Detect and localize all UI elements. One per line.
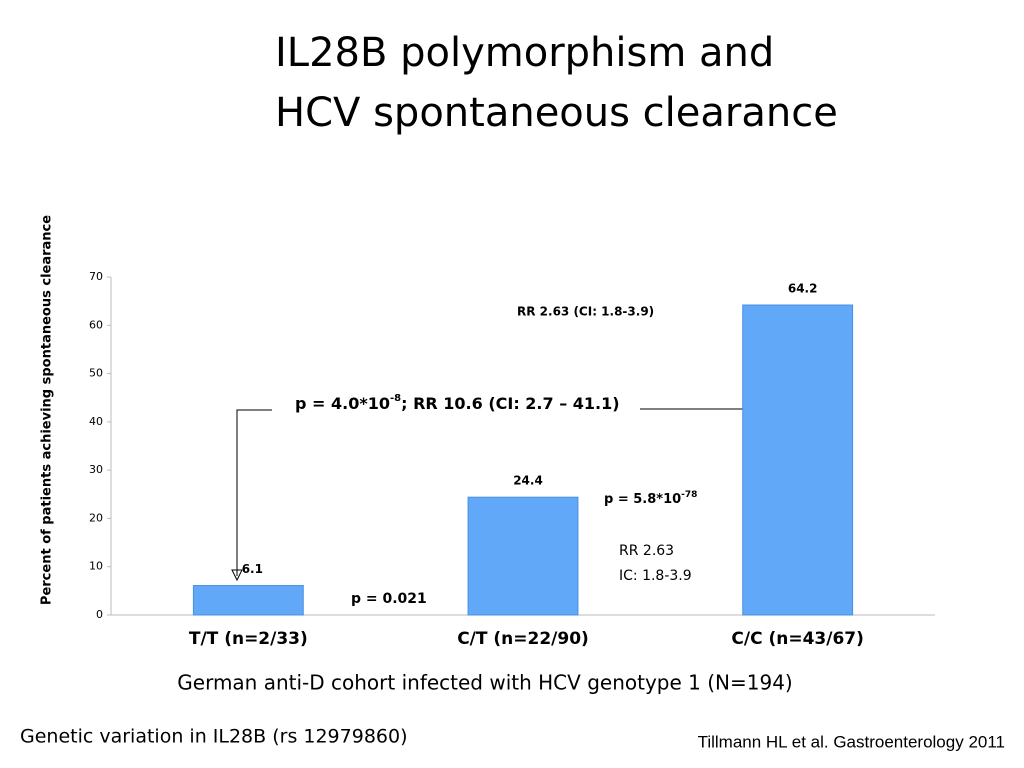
- chart-title: IL28B polymorphism and: [275, 30, 774, 76]
- annotation: p = 4.0*10-8; RR 10.6 (CI: 2.7 – 41.1): [295, 393, 620, 413]
- annotation-text: ; RR 10.6 (CI: 2.7 – 41.1): [401, 394, 619, 413]
- annotation-exponent: -78: [681, 490, 697, 500]
- annotation: p = 5.8*10-78: [604, 490, 697, 507]
- y-tick-label: 20: [89, 511, 103, 524]
- data-label: 24.4: [513, 474, 543, 488]
- y-tick-label: 50: [89, 367, 103, 380]
- y-tick-label: 10: [89, 560, 103, 573]
- subtitle: German anti-D cohort infected with HCV g…: [177, 671, 792, 695]
- annotation-exponent: -8: [390, 393, 401, 404]
- bar: [467, 496, 579, 616]
- annotation-text: p = 4.0*10: [295, 394, 390, 413]
- footer: Tillmann HL et al. Gastroenterology 2011: [698, 732, 1005, 751]
- connector: [236, 409, 272, 576]
- y-tick-label: 30: [89, 463, 103, 476]
- annotation: RR 2.63: [619, 543, 674, 559]
- footer: Genetic variation in IL28B (rs 12979860): [20, 726, 408, 748]
- bar: [742, 304, 854, 616]
- annotation-text: p = 5.8*10: [604, 492, 681, 507]
- x-tick-label: T/T (n=2/33): [189, 629, 308, 649]
- bar: [192, 585, 304, 616]
- annotation: p = 0.021: [351, 591, 427, 607]
- annotation: RR 2.63 (CI: 1.8-3.9): [517, 305, 654, 319]
- chart-title: HCV spontaneous clearance: [275, 90, 838, 136]
- data-label: 6.1: [242, 562, 263, 576]
- annotation: IC: 1.8-3.9: [619, 568, 692, 584]
- y-tick-label: 0: [96, 608, 103, 621]
- x-tick-label: C/T (n=22/90): [457, 629, 589, 649]
- y-axis-label: Percent of patients achieving spontaneou…: [40, 215, 55, 605]
- y-tick-label: 60: [89, 318, 103, 331]
- x-tick-label: C/C (n=43/67): [731, 629, 864, 649]
- data-label: 64.2: [788, 282, 818, 296]
- arrow-head: [231, 569, 243, 582]
- y-tick-label: 70: [89, 270, 103, 283]
- y-tick-label: 40: [89, 415, 103, 428]
